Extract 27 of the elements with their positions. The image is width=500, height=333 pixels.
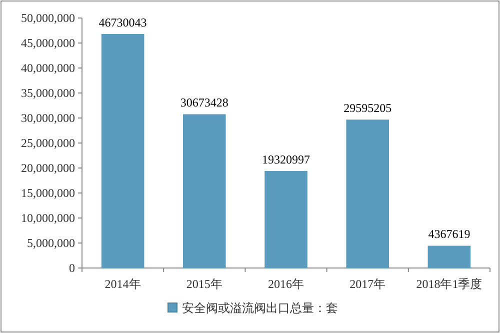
x-tick-label: 2018年1季度 — [416, 277, 482, 291]
y-tick-label: 10,000,000 — [21, 211, 75, 225]
bar — [428, 246, 471, 268]
x-tick-label: 2017年 — [350, 277, 386, 291]
y-tick-label: 5,000,000 — [27, 236, 75, 250]
data-label: 19320997 — [262, 152, 310, 166]
y-tick-label: 45,000,000 — [21, 36, 75, 50]
x-tick-label: 2015年 — [186, 277, 222, 291]
bar — [346, 120, 389, 268]
bar — [264, 170, 308, 268]
data-label: 46730043 — [98, 15, 147, 30]
x-tick-label: 2016年 — [268, 277, 304, 291]
legend-label: 安全阀或溢流阀出口总量：套 — [182, 301, 338, 315]
data-label: 4367619 — [428, 227, 470, 242]
y-tick-label: 50,000,000 — [21, 11, 75, 25]
bar — [101, 34, 144, 268]
y-tick-label: 20,000,000 — [21, 161, 75, 175]
y-tick-label: 40,000,000 — [21, 61, 75, 75]
y-tick-label: 35,000,000 — [21, 86, 75, 100]
y-tick-label: 0 — [69, 261, 75, 275]
y-tick-label: 30,000,000 — [21, 111, 75, 125]
data-label: 30673428 — [180, 96, 228, 110]
x-tick-label: 2014年 — [104, 277, 141, 291]
y-tick-label: 15,000,000 — [21, 186, 75, 200]
data-label: 29595205 — [344, 101, 392, 116]
y-tick-label: 25,000,000 — [21, 136, 75, 150]
bar — [183, 114, 226, 268]
